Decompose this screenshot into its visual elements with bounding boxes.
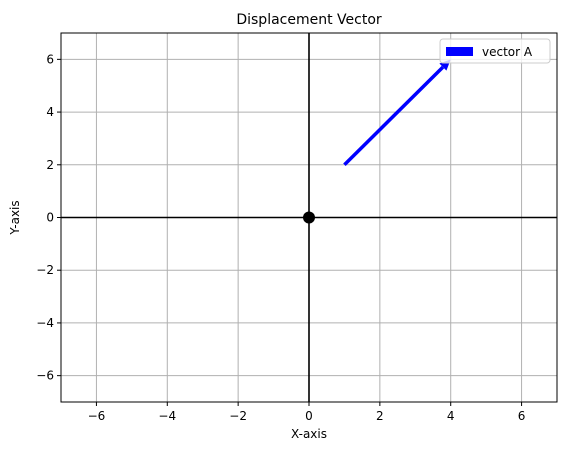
y-tick-label: 6 [46,52,54,66]
x-tick-label: −2 [229,409,247,423]
y-tick-label: 2 [46,158,54,172]
y-tick-label: −4 [36,316,54,330]
tick-layer: −6 −4 −2 0 2 4 6 −6 −4 −2 0 2 4 6 [36,52,525,423]
x-tick-label: 0 [305,409,313,423]
legend-label-vector-a: vector A [482,45,533,59]
y-axis-title: Y-axis [8,200,22,235]
y-tick-label: −6 [36,369,54,383]
y-tick-label: −2 [36,263,54,277]
chart-title: Displacement Vector [236,12,382,28]
y-tick-label: 0 [46,211,54,225]
origin-point [303,211,315,224]
x-tick-label: 6 [518,409,526,423]
legend: vector A [439,38,551,64]
legend-box [439,38,551,64]
x-axis-title: X-axis [291,427,327,441]
legend-swatch-vector-a [446,47,473,56]
x-tick-label: −4 [158,409,176,423]
x-tick-label: −6 [88,409,106,423]
y-tick-label: 4 [46,105,54,119]
x-tick-label: 4 [447,409,455,423]
vector-a-shaft [343,65,445,167]
x-tick-label: 2 [376,409,384,423]
